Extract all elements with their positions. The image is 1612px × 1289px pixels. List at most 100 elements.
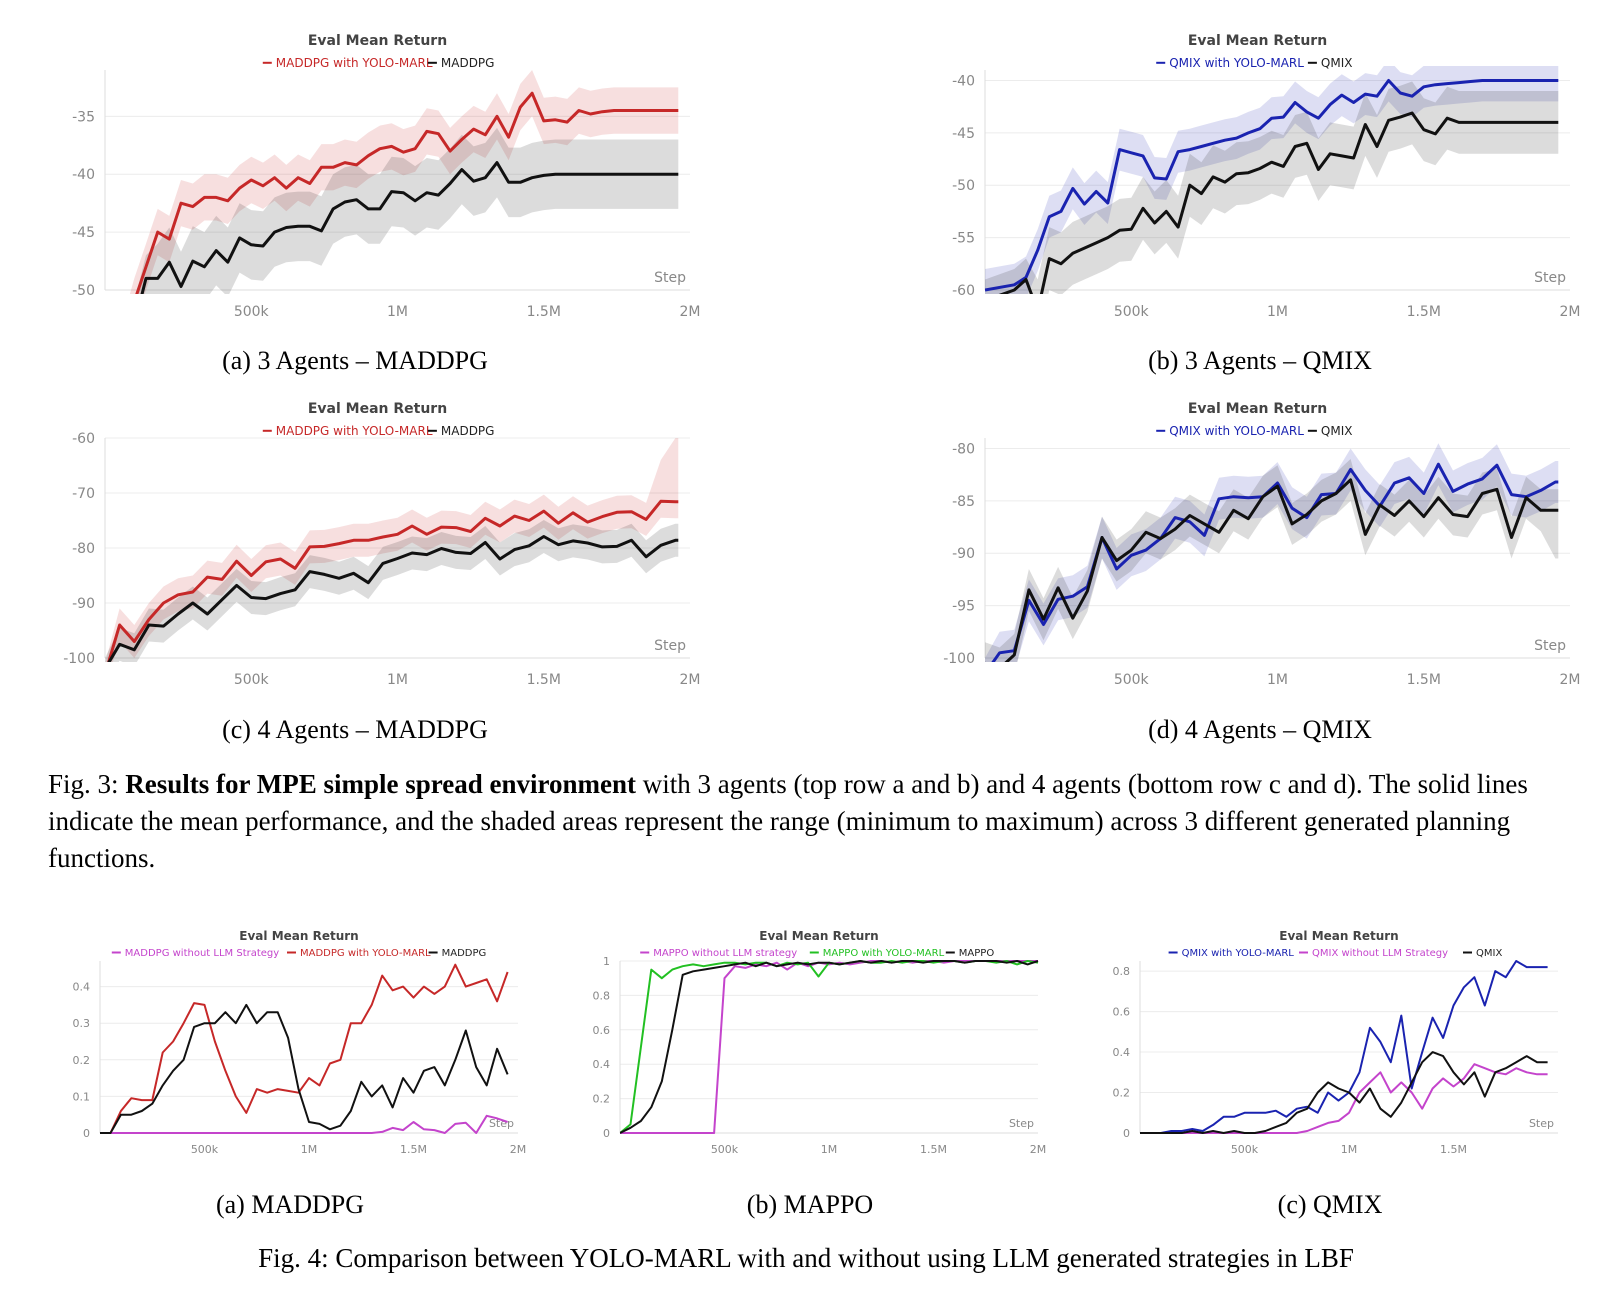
range-band-qmix	[985, 459, 1559, 662]
x-tick-label: 1M	[1341, 1143, 1358, 1156]
x-axis-label: Step	[1009, 1117, 1034, 1130]
subcaption-a: (a) 3 Agents – MADDPG	[222, 346, 488, 375]
x-tick-label: 1M	[387, 304, 408, 320]
figure3-caption-bold: Results for MPE simple spread environmen…	[125, 769, 637, 799]
legend-label-qmix-without-llm-strategy: QMIX without LLM Strategy	[1312, 948, 1448, 959]
series-line-mappo	[620, 960, 1039, 1134]
y-tick-label: 0	[603, 1127, 610, 1140]
series-line-maddpg-with-yolo-marl	[100, 963, 509, 1134]
y-tick-label: -45	[952, 126, 975, 142]
y-tick-label: 0.8	[1113, 965, 1131, 978]
x-tick-label: 1.5M	[1407, 304, 1441, 320]
x-tick-label: 1.5M	[400, 1143, 427, 1156]
y-tick-label: -80	[72, 541, 95, 557]
legend-label-maddpg-with-yolo-marl: MADDPG with YOLO-MARL	[276, 424, 433, 438]
x-tick-label: 1M	[387, 672, 408, 688]
x-axis-label: Step	[489, 1117, 514, 1130]
figure3-label: Fig. 3:	[48, 769, 119, 799]
subcaption-lbf-b: (b) MAPPO	[746, 1190, 874, 1219]
series-line-qmix-with-yolo-marl	[1140, 960, 1548, 1134]
legend-label-qmix: QMIX	[1321, 56, 1353, 70]
chart-4agents-qmix: Eval Mean Return QMIX with YOLO-MARL QMIX -…	[935, 398, 1580, 698]
legend-label-mappo: MAPPO	[959, 948, 995, 959]
x-tick-label: 500k	[1231, 1143, 1259, 1156]
chart-title: Eval Mean Return	[1188, 33, 1327, 49]
x-tick-label: 1M	[821, 1143, 838, 1156]
y-tick-label: -100	[63, 651, 95, 667]
y-tick-label: 0.1	[73, 1090, 91, 1103]
y-tick-label: -60	[72, 431, 95, 447]
x-tick-label: 500k	[234, 672, 270, 688]
y-tick-label: 0.2	[73, 1054, 91, 1067]
chart-3agents-qmix: Eval Mean Return QMIX with YOLO-MARL QMIX -…	[935, 30, 1580, 330]
legend-label-qmix-with-yolo-marl: QMIX with YOLO-MARL	[1169, 56, 1304, 70]
y-tick-label: -40	[952, 73, 975, 89]
chart-4agents-maddpg: Eval Mean Return MADDPG with YOLO-MARL MAD…	[55, 398, 700, 698]
chart-legend: MAPPO without LLM strategy MAPPO with YOL…	[640, 948, 994, 959]
x-tick-label: 1.5M	[1440, 1143, 1467, 1156]
series-line-maddpg	[140, 161, 679, 294]
subcaption-d: (d) 4 Agents – QMIX	[1148, 715, 1372, 744]
series-line-qmix	[998, 111, 1559, 294]
chart-title: Eval Mean Return	[308, 33, 447, 49]
series-line-qmix	[1140, 1051, 1548, 1134]
legend-label-mappo-with-yolo-marl: MAPPO with YOLO-MARL	[823, 948, 945, 959]
y-tick-label: -35	[72, 109, 95, 125]
y-tick-label: 0.2	[593, 1093, 611, 1106]
chart-legend: QMIX with YOLO-MARL QMIX without LLM Stra…	[1168, 948, 1502, 959]
y-tick-label: 0.8	[593, 989, 611, 1002]
chart-legend: QMIX with YOLO-MARL QMIX	[1156, 424, 1352, 438]
range-band-qmix	[985, 81, 1559, 294]
x-axis-label: Step	[1529, 1117, 1554, 1130]
chart-legend: QMIX with YOLO-MARL QMIX	[1156, 56, 1352, 70]
x-tick-label: 500k	[711, 1143, 739, 1156]
x-axis-label: Step	[1534, 638, 1566, 654]
x-tick-label: 1M	[1267, 672, 1288, 688]
range-band-maddpg	[136, 127, 679, 294]
chart-legend: MADDPG without LLM Strategy MADDPG with Y…	[111, 948, 487, 959]
series-line-maddpg	[100, 1003, 509, 1134]
x-axis-label: Step	[654, 270, 686, 286]
y-tick-label: -50	[72, 283, 95, 299]
range-band-qmix-with-yolo-marl	[985, 443, 1559, 662]
chart-lbf-maddpg: Eval Mean Return MADDPG without LLM Strat…	[50, 928, 527, 1168]
y-tick-label: 0.4	[1113, 1046, 1131, 1059]
figure3-caption-rest: with 3 agents (top row a and b) and 4 ag…	[48, 769, 1528, 873]
chart-title: Eval Mean Return	[239, 929, 358, 943]
series-line-maddpg-with-yolo-marl	[107, 499, 679, 662]
legend-label-qmix-with-yolo-marl: QMIX with YOLO-MARL	[1182, 948, 1295, 959]
y-tick-label: 0.4	[593, 1058, 611, 1071]
chart-title: Eval Mean Return	[308, 401, 447, 417]
x-tick-label: 2M	[1560, 304, 1581, 320]
x-tick-label: 2M	[1560, 672, 1581, 688]
y-tick-label: -45	[72, 225, 95, 241]
figure4-caption: Fig. 4: Comparison between YOLO-MARL wit…	[258, 1243, 1354, 1273]
range-band-qmix-with-yolo-marl	[985, 66, 1559, 294]
series-line-qmix	[985, 478, 1559, 662]
y-tick-label: 0.4	[73, 981, 91, 994]
y-tick-label: -55	[952, 231, 975, 247]
x-tick-label: 2M	[680, 672, 701, 688]
y-tick-label: -40	[72, 167, 95, 183]
x-tick-label: 1M	[1267, 304, 1288, 320]
figure3-caption: Fig. 3: Results for MPE simple spread en…	[48, 766, 1566, 877]
chart-svg: Eval Mean Return QMIX with YOLO-MARL QMIX -…	[952, 33, 1580, 320]
x-tick-label: 1M	[301, 1143, 318, 1156]
y-tick-label: -90	[72, 596, 95, 612]
series-line-qmix-without-llm-strategy	[1140, 1063, 1548, 1134]
chart-title: Eval Mean Return	[759, 929, 878, 943]
series-line-maddpg-without-llm-strategy	[100, 1114, 508, 1134]
y-tick-label: 0.6	[593, 1024, 611, 1037]
series-line-qmix-with-yolo-marl	[991, 462, 1559, 662]
y-tick-label: -80	[952, 441, 975, 457]
x-axis-label: Step	[654, 638, 686, 654]
y-tick-label: -85	[952, 494, 975, 510]
chart-svg: Eval Mean Return MADDPG without LLM Strat…	[73, 929, 527, 1156]
legend-label-qmix-with-yolo-marl: QMIX with YOLO-MARL	[1169, 424, 1304, 438]
x-axis-label: Step	[1534, 270, 1566, 286]
x-tick-label: 1.5M	[527, 672, 561, 688]
legend-label-maddpg: MADDPG	[442, 948, 487, 959]
series-line-maddpg	[107, 535, 679, 662]
series-line-mappo-without-llm-strategy	[620, 960, 1038, 1134]
